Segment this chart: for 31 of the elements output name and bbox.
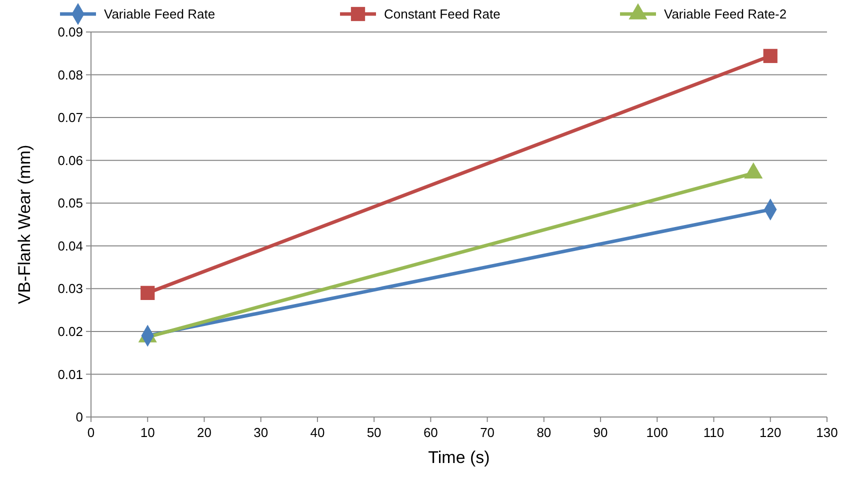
y-tick-label: 0.02	[58, 324, 83, 339]
x-tick-label: 40	[310, 425, 325, 440]
x-tick-label: 100	[646, 425, 668, 440]
y-tick-label: 0.09	[58, 24, 83, 40]
x-tick-label: 70	[480, 425, 495, 440]
y-axis-title: VB-Flank Wear (mm)	[15, 144, 34, 304]
x-axis-title: Time (s)	[428, 448, 490, 467]
y-tick-label: 0.01	[58, 366, 83, 382]
x-tick-label: 80	[536, 425, 552, 440]
point	[140, 286, 155, 300]
y-tick-label: 0	[76, 410, 83, 425]
x-tick-label: 120	[760, 425, 782, 440]
y-tick-label: 0.07	[58, 110, 83, 126]
legend-label: Variable Feed Rate	[104, 6, 216, 22]
x-tick-label: 130	[816, 425, 838, 440]
x-tick-label: 20	[196, 425, 212, 440]
point	[763, 48, 778, 64]
y-tick-label: 0.03	[58, 281, 83, 296]
x-tick-label: 110	[703, 425, 724, 440]
y-tick-label: 0.05	[58, 196, 83, 211]
x-tick-label: 10	[140, 425, 155, 440]
y-tick-label: 0.06	[58, 152, 83, 168]
x-tick-label: 30	[254, 425, 268, 440]
x-tick-label: 60	[423, 425, 438, 440]
x-tick-label: 0	[87, 425, 95, 440]
y-tick-label: 0.08	[58, 67, 83, 82]
legend-label: Constant Feed Rate	[384, 6, 500, 22]
y-tick-label: 0.04	[58, 238, 83, 254]
x-tick-label: 90	[593, 425, 608, 440]
legend-label: Variable Feed Rate-2	[664, 6, 787, 22]
x-tick-label: 50	[366, 425, 382, 440]
